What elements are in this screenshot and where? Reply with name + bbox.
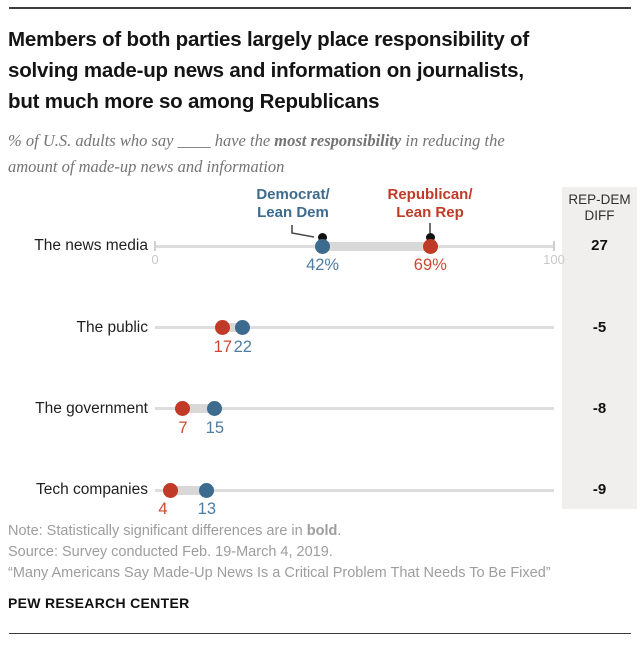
axis-tick-right <box>553 241 555 251</box>
subtitle-line-1: % of U.S. adults who say ____ have the m… <box>8 131 505 150</box>
diff-panel <box>562 187 637 509</box>
axis-track <box>155 488 554 492</box>
democrat-value: 15 <box>205 418 225 437</box>
title-line: solving made-up news and information on … <box>8 59 524 82</box>
diff-header-line-1: REP-DEM <box>568 192 631 207</box>
title-line: but much more so among Republicans <box>8 90 380 113</box>
diff-header-line-2: DIFF <box>584 208 615 223</box>
republican-dot <box>422 238 438 254</box>
category-label: The public <box>76 318 148 336</box>
bottom-rule <box>9 633 631 634</box>
democrat-dot <box>235 320 251 335</box>
subtitle-line-2: amount of made-up news and information <box>8 157 285 176</box>
chart-subtitle: % of U.S. adults who say ____ have the m… <box>8 128 633 180</box>
axis-tick-left <box>154 241 156 251</box>
diff-value: -5 <box>592 318 607 336</box>
source-line: Source: Survey conducted Feb. 19-March 4… <box>8 544 333 560</box>
republican-dot <box>163 482 179 498</box>
democrat-value: 22 <box>233 337 252 356</box>
legend-marker-dot <box>318 233 328 242</box>
range-bar <box>182 404 215 413</box>
republican-value: 4 <box>158 500 168 518</box>
democrat-value: 13 <box>197 500 217 518</box>
axis-tick-label-max: 100 <box>543 252 565 267</box>
category-label: The government <box>35 399 148 417</box>
democrat-dot <box>207 401 223 416</box>
chart: REP-DEM DIFF Democrat/ Lean Dem Republic… <box>0 185 640 518</box>
axis-track <box>155 407 554 410</box>
democrat-dot <box>315 238 331 254</box>
legend-democrat-line-2: Lean Dem <box>257 203 329 221</box>
axis-tick-label-min: 0 <box>151 252 159 267</box>
notes: Note: Statistically significant differen… <box>8 521 551 584</box>
legend-republican: Republican/ Lean Rep <box>350 186 510 221</box>
category-label: The news media <box>34 237 148 254</box>
range-bar <box>170 485 207 495</box>
range-bar <box>222 323 243 332</box>
legend-republican-line-2: Lean Rep <box>396 203 464 221</box>
title-line: Members of both parties largely place re… <box>8 28 529 51</box>
diff-value: 27 <box>591 237 608 254</box>
democrat-value: 42% <box>306 256 340 274</box>
category-label: Tech companies <box>35 481 148 498</box>
pew-research-center-logo: PEW RESEARCH CENTER <box>8 595 190 611</box>
republican-value: 17 <box>213 337 232 356</box>
axis-track <box>155 326 554 329</box>
note-line: Note: Statistically significant differen… <box>8 523 342 539</box>
page-title: Members of both parties largely place re… <box>8 24 633 117</box>
legend-democrat-line-1: Democrat/ <box>256 186 330 203</box>
range-bar <box>322 241 431 251</box>
diff-value: -9 <box>592 481 607 498</box>
democrat-dot <box>199 482 215 498</box>
diff-value: -8 <box>592 399 607 417</box>
legend-republican-line-1: Republican/ <box>387 186 473 203</box>
diff-column-header: REP-DEM DIFF <box>562 192 637 224</box>
legend-marker-dot <box>425 233 435 242</box>
top-rule <box>9 7 631 9</box>
legend-democrat: Democrat/ Lean Dem <box>213 186 373 221</box>
republican-dot <box>175 401 191 416</box>
republican-dot <box>215 320 231 335</box>
republican-value: 69% <box>413 256 447 274</box>
report-title-line: “Many Americans Say Made-Up News Is a Cr… <box>8 565 551 581</box>
republican-value: 7 <box>178 418 188 437</box>
